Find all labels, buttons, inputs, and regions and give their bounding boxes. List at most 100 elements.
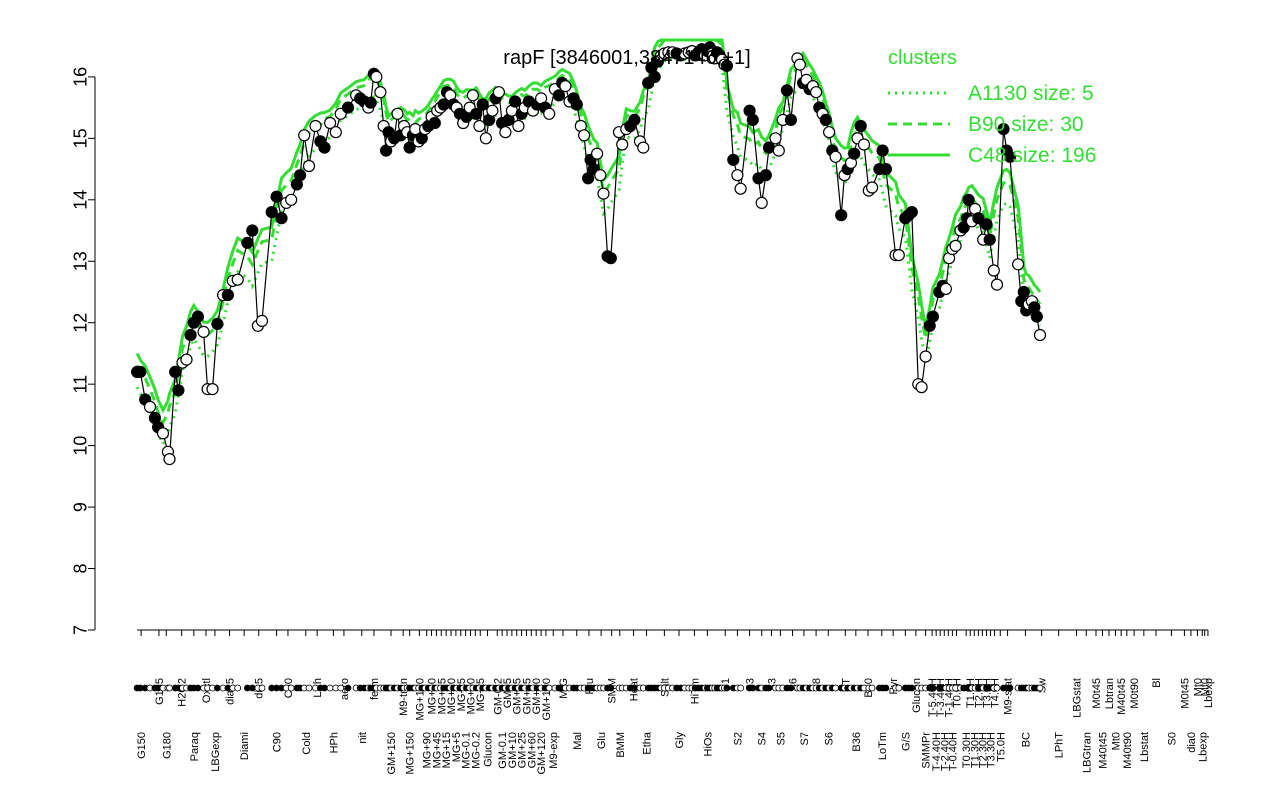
data-point	[298, 129, 311, 142]
x-tick-label: T0.30H	[961, 732, 973, 768]
legend-entry: A1130 size: 5	[968, 82, 1094, 105]
x-marker	[749, 684, 757, 692]
x-tick-label: T-2.40H	[939, 732, 951, 771]
data-point	[552, 89, 566, 102]
data-series	[131, 41, 1047, 466]
data-point	[604, 252, 617, 265]
data-point	[835, 209, 848, 222]
x-tick-label: Mt0	[1200, 678, 1212, 696]
x-tick-label: Gly	[674, 732, 686, 749]
x-tick-label: LBGexp	[210, 732, 222, 772]
x-tick-label: M40t90	[1122, 732, 1134, 769]
data-point	[294, 169, 307, 182]
x-tick-label: Lbexp	[1203, 678, 1215, 708]
x-tick-label: B36	[851, 732, 863, 752]
data-point	[473, 119, 486, 133]
data-point	[915, 381, 928, 394]
data-point	[648, 70, 661, 84]
data-point	[231, 273, 244, 286]
y-tick-label: 9	[70, 502, 90, 512]
data-point	[876, 144, 889, 157]
data-point	[324, 116, 337, 130]
data-point	[772, 144, 785, 157]
x-marker	[868, 684, 876, 692]
data-point	[1011, 258, 1025, 271]
data-point	[466, 89, 479, 102]
data-point	[246, 224, 259, 237]
x-tick-label: LBGstat	[1072, 678, 1084, 718]
data-point	[720, 59, 734, 72]
x-tick-label: HiOs	[702, 732, 714, 757]
x-tick-label: G150	[136, 732, 148, 759]
data-point	[734, 182, 747, 195]
data-point	[241, 236, 254, 249]
x-tick-label: S4	[757, 732, 769, 745]
data-point	[980, 218, 993, 231]
x-tick-label: MG+150	[405, 732, 417, 775]
legend-title: clusters	[888, 47, 957, 69]
x-tick-label: MG+120	[414, 678, 426, 721]
data-point	[184, 328, 197, 342]
cluster-lines	[135, 38, 1042, 448]
data-point	[857, 138, 871, 151]
x-marker	[765, 684, 773, 692]
x-tick-label: GM+25	[517, 732, 529, 768]
x-tick-label: Mt0	[1192, 678, 1204, 696]
x-tick-label: Diami	[239, 732, 251, 760]
x-tick-label: S0	[1166, 732, 1178, 745]
data-point	[581, 172, 595, 185]
data-point	[926, 310, 940, 323]
x-tick-label: H2O2	[177, 678, 189, 707]
x-marker	[723, 684, 731, 692]
x-marker	[344, 684, 352, 692]
data-point	[275, 212, 288, 225]
x-tick-label: Lbexp	[1197, 732, 1209, 762]
data-point	[755, 196, 768, 209]
x-tick-label: SMMPr	[921, 732, 933, 769]
data-point	[616, 138, 629, 151]
x-tick-label: G180	[161, 732, 173, 759]
data-point	[570, 98, 583, 111]
data-point	[470, 107, 483, 120]
data-point	[302, 159, 316, 173]
x-tick-label: S6	[823, 732, 835, 745]
data-point	[403, 141, 416, 154]
x-tick-label: S5	[775, 732, 787, 745]
data-point	[265, 206, 278, 219]
x-tick-label: Etha	[642, 731, 654, 755]
x-marker	[787, 684, 795, 692]
data-point	[987, 264, 1000, 277]
y-tick-label: 12	[70, 313, 90, 333]
data-point	[949, 239, 962, 252]
data-point	[156, 427, 170, 440]
x-tick-label: SMM	[607, 678, 619, 704]
data-point	[285, 193, 298, 206]
data-point	[428, 116, 441, 130]
data-point	[590, 147, 604, 160]
data-point	[962, 193, 975, 206]
data-point	[854, 119, 867, 133]
y-tick-label: 10	[70, 436, 90, 456]
x-tick-label: LPhT	[1054, 732, 1066, 759]
x-tick-label: BMM	[615, 732, 627, 758]
data-point	[879, 163, 893, 176]
data-point	[628, 113, 641, 127]
data-point	[829, 150, 842, 163]
x-tick-label: GM+150	[386, 732, 398, 775]
data-point	[746, 113, 759, 127]
data-point	[780, 84, 794, 97]
data-point	[972, 212, 985, 225]
x-tick-label: HPh	[328, 732, 340, 753]
x-tick-label: M9-stat	[1003, 678, 1015, 715]
x-marker	[234, 684, 242, 692]
x-tick-label: Mt0	[1111, 732, 1123, 750]
x-tick-label: M40t45	[1116, 678, 1128, 715]
x-tick-label: T1.30H	[969, 732, 981, 768]
x-tick-label: LoTm	[877, 732, 889, 760]
data-point	[169, 365, 182, 378]
y-tick-label: 11	[70, 375, 90, 394]
cluster-line-a1130	[135, 55, 1042, 448]
data-point	[479, 132, 492, 145]
data-point	[905, 206, 918, 219]
